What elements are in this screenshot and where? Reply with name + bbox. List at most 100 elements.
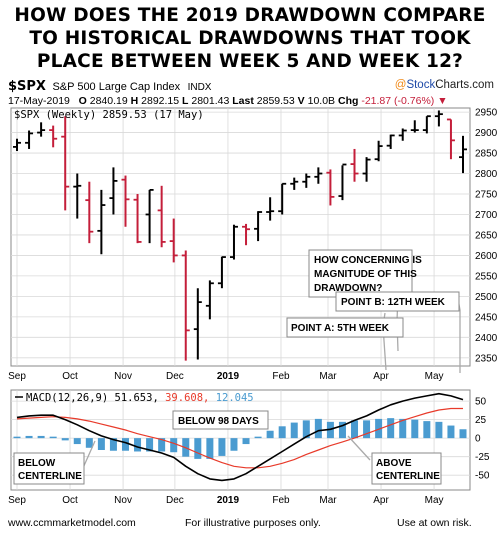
macd-legend-signal: 39.608, <box>165 392 209 404</box>
macd-histogram-bar <box>230 438 238 451</box>
price-x-tick-label: Mar <box>319 371 337 382</box>
callout-point-a: POINT A: 5TH WEEK <box>286 312 404 371</box>
open-label: O <box>78 95 87 107</box>
callout-point-b-box <box>335 291 460 312</box>
price-x-tick-label: 2019 <box>217 371 240 382</box>
price-x-tick-label: Sep <box>8 371 26 382</box>
callout-question-box <box>308 249 413 298</box>
ohlc-bar <box>49 125 58 148</box>
callout-below-98-box <box>172 410 269 430</box>
price-y-tick-label: 2750 <box>475 190 498 201</box>
macd-line <box>16 392 464 482</box>
macd-histogram-bar <box>121 438 129 451</box>
ohlc-bar <box>434 110 443 127</box>
ohlc-bar <box>290 177 299 190</box>
macd-histogram-bar <box>411 419 419 439</box>
ohlc-bar <box>278 182 287 215</box>
ohlc-bar <box>362 157 371 182</box>
ticker-row: $SPX S&P 500 Large Cap Index INDX @Stock… <box>8 79 494 95</box>
macd-histogram-bar <box>206 438 214 459</box>
ohlc-bar <box>350 148 359 182</box>
price-y-tick-label: 2850 <box>475 149 498 160</box>
ohlc-bar <box>181 250 190 361</box>
price-y-tick-label: 2650 <box>475 230 498 241</box>
macd-legend-name: MACD(12,26,9) <box>26 392 108 404</box>
ohlc-bar <box>97 189 106 255</box>
ohlc-bar <box>37 122 46 137</box>
macd-histogram-bar <box>194 438 202 459</box>
footer-website: www.ccmmarketmodel.com <box>8 517 136 529</box>
price-y-tick-label: 2350 <box>475 353 498 364</box>
price-chart: 2350 2400 2450 2500 2550 2600 2650 2700 2750 2800… <box>8 107 498 382</box>
ohlc-bar <box>109 167 118 215</box>
callout-question-line-1: HOW CONCERNING IS <box>314 255 422 266</box>
macd-histogram-bar <box>387 418 395 439</box>
ohlc-bar <box>145 189 154 244</box>
price-y-tick-label: 2950 <box>475 108 498 119</box>
callout-below-98-days: BELOW 98 DAYS <box>172 410 269 430</box>
brand-stock: Stock <box>406 79 436 91</box>
callout-question-line-3: DRAWDOWN? <box>314 283 382 294</box>
callout-below-98-text: BELOW 98 DAYS <box>178 416 259 427</box>
ticker-exchange: INDX <box>187 82 212 93</box>
macd-y-tick-label: 25 <box>475 415 487 426</box>
callout-below-leader <box>82 440 96 469</box>
macd-histogram-bar <box>314 418 322 439</box>
macd-x-tick-label: Apr <box>373 495 389 506</box>
ohlc-bar <box>169 218 178 263</box>
macd-x-tick-label: Nov <box>114 495 132 506</box>
macd-histogram-bar <box>363 420 371 439</box>
callout-above-centerline: ABOVE CENTERLINE <box>347 435 442 485</box>
ohlc-bar <box>61 116 70 211</box>
callout-above-box <box>371 452 442 485</box>
ohlc-bar <box>13 138 21 151</box>
macd-histogram-bar <box>423 421 431 439</box>
quote-date: 17-May-2019 <box>8 95 70 107</box>
headline-line-3: PLACE BETWEEN WEEK 5 AND WEEK 12? <box>36 51 464 72</box>
ohlc-bar <box>266 197 275 221</box>
high-label: H <box>130 95 139 107</box>
footer-risk-note: Use at own risk. <box>397 517 472 529</box>
price-y-tick-label: 2550 <box>475 271 498 282</box>
brand-charts: Charts.com <box>435 79 494 91</box>
macd-histogram-bar <box>85 438 93 448</box>
ohlc-bar <box>205 280 214 320</box>
ohlc-bar <box>133 194 142 244</box>
ohlc-bar <box>338 163 347 201</box>
callout-below-centerline: BELOW CENTERLINE <box>13 440 96 485</box>
ohlc-bar <box>459 135 467 174</box>
price-x-tick-label: Feb <box>272 371 290 382</box>
macd-x-tick-label: Oct <box>62 495 78 506</box>
change-value: -21.87 (-0.76%) <box>361 95 435 107</box>
last-value: 2859.53 <box>256 95 295 107</box>
macd-histogram-bar <box>338 421 346 439</box>
price-y-tick-label: 2450 <box>475 312 498 323</box>
macd-histogram-bar <box>158 438 166 452</box>
macd-signal-line <box>16 407 463 469</box>
ohlc-bar <box>157 185 166 248</box>
macd-histogram-bar <box>278 426 286 439</box>
ohlc-bar <box>422 115 431 134</box>
macd-histogram-bar <box>97 438 105 450</box>
callout-point-b-text: POINT B: 12TH WEEK <box>341 297 446 308</box>
callout-below-box <box>13 452 85 485</box>
macd-histogram-bar <box>37 435 45 439</box>
stockcharts-brand: @StockCharts.com <box>395 79 494 91</box>
macd-x-axis: Sep Oct Nov Dec 2019 Feb Mar Apr May <box>8 495 443 506</box>
ohlc-bar <box>229 224 238 260</box>
macd-histogram-bar <box>61 438 69 441</box>
ohlc-bar <box>73 173 82 219</box>
macd-legend-hist: 12.045 <box>216 392 254 404</box>
volume-value: 10.0B <box>307 95 336 107</box>
callout-above-line-1: ABOVE <box>376 458 412 469</box>
headline-line-1: HOW DOES THE 2019 DRAWDOWN COMPARE <box>14 5 486 26</box>
macd-lines <box>16 392 464 482</box>
callout-above-leader <box>347 435 371 461</box>
macd-histogram-bar <box>73 438 81 445</box>
macd-legend: MACD(12,26,9) 51.653, 39.608, 12.045 <box>15 392 254 404</box>
macd-y-tick-label: 0 <box>475 434 481 445</box>
macd-histogram-bar <box>351 420 359 439</box>
price-x-tick-label: Apr <box>373 371 389 382</box>
quote-row: 17-May-2019 O 2840.19 H 2892.15 L 2801.4… <box>8 95 498 107</box>
macd-x-tick-label: May <box>425 495 444 506</box>
